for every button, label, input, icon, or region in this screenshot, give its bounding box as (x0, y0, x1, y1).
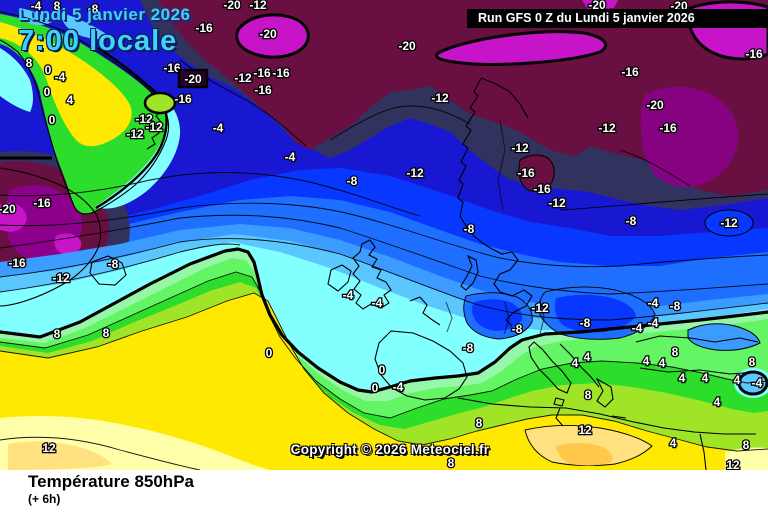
footer-bar: Température 850hPa (+ 6h) -34-32-30-28-2… (0, 470, 768, 512)
temp-label: 4 (679, 371, 686, 385)
temp-label: -4 (213, 121, 224, 135)
temp-label: -4 (393, 380, 404, 394)
temp-label: -12 (720, 216, 738, 230)
temp-label: -4 (31, 0, 42, 13)
temp-label: -4 (343, 288, 354, 302)
temp-label: -16 (517, 166, 535, 180)
temp-label: 4 (659, 356, 666, 370)
temp-label: 4 (643, 354, 650, 368)
temp-label: -12 (531, 301, 549, 315)
temp-label: 4 (702, 371, 709, 385)
temp-label: 8 (476, 416, 483, 430)
temp-label: 4 (734, 373, 741, 387)
temp-label: -12 (598, 121, 616, 135)
temp-label: -16 (533, 182, 551, 196)
temp-label: 8 (749, 355, 756, 369)
temp-label: -8 (580, 316, 591, 330)
temp-label: -8 (626, 214, 637, 228)
temp-label: 0 (266, 346, 273, 360)
temp-label: -16 (33, 196, 51, 210)
temp-label: -16 (621, 65, 639, 79)
temp-label: 4 (584, 350, 591, 364)
temp-label: 4 (67, 93, 74, 107)
temp-label: 4 (714, 395, 721, 409)
temp-label: -8 (88, 2, 99, 16)
temp-label: 8 (448, 456, 455, 470)
temp-label: -12 (234, 71, 252, 85)
temp-label: 0 (44, 85, 51, 99)
weather-map: -4 8 -8 -20 -12 -16 -20 -20 -20 8 0 -4 0 4 0 -16 -20 -16-… (0, 0, 768, 470)
temp-label: -20 (223, 0, 241, 12)
temp-label: -12 (52, 271, 70, 285)
temp-label: -20 (398, 39, 416, 53)
temp-label: -12 (431, 91, 449, 105)
temp-label: -16 (195, 21, 213, 35)
temp-label: 12 (42, 441, 56, 455)
temp-label: -20 (646, 98, 664, 112)
temp-label: 8 (54, 0, 61, 13)
map-forecast-hour: (+ 6h) (28, 492, 61, 506)
temp-label: 8 (103, 326, 110, 340)
temp-label: 0 (372, 381, 379, 395)
temp-label: 8 (54, 327, 61, 341)
temp-label: -16 (254, 83, 272, 97)
temp-label: 8 (585, 388, 592, 402)
temp-label: -12 (249, 0, 267, 12)
temp-label: -16 (174, 92, 192, 106)
temp-label: -8 (347, 174, 358, 188)
temp-label: -8 (512, 322, 523, 336)
temp-label: -16 (659, 121, 677, 135)
time-label: 7:00 locale (18, 25, 178, 57)
boxed-label-frame (177, 68, 209, 89)
temp-label: -20 (259, 27, 277, 41)
temp-label: -4 (55, 70, 66, 84)
temp-label: -4 (648, 316, 659, 330)
temp-label: -16 (163, 61, 181, 75)
temp-label: -12 (548, 196, 566, 210)
temp-label: -16 (253, 66, 271, 80)
temp-label: 0 (379, 363, 386, 377)
temp-label: -12 (511, 141, 529, 155)
map-title: Température 850hPa (28, 472, 194, 491)
temp-label: -16 (8, 256, 26, 270)
coastlines (0, 77, 759, 470)
temp-label: -16 (745, 47, 763, 61)
temp-label: 8 (672, 345, 679, 359)
temp-label: -16 (272, 66, 290, 80)
temp-label: -8 (670, 299, 681, 313)
contour-lines (0, 59, 768, 470)
temp-label: -20 (184, 72, 202, 86)
temp-label: -12 (135, 112, 153, 126)
model-run-label: Run GFS 0 Z du Lundi 5 janvier 2026 (467, 9, 768, 28)
temp-label: 8 (26, 56, 33, 70)
temp-label: -8 (463, 341, 474, 355)
temp-label: 4 (670, 436, 677, 450)
temp-label: -12 (406, 166, 424, 180)
temp-label: -8 (464, 222, 475, 236)
temp-label: -4 (372, 296, 383, 310)
date-label: Lundi 5 janvier 2026 (18, 5, 191, 24)
temp-label: 12 (578, 423, 592, 437)
temp-label: -4 (752, 376, 763, 390)
temp-label: 4 (572, 356, 579, 370)
temp-label: 12 (726, 458, 740, 470)
temp-label: -20 (0, 202, 16, 216)
temp-label: 0 (45, 63, 52, 77)
temp-label: 8 (743, 438, 750, 452)
temp-label: -12 (126, 127, 144, 141)
copyright-label: Copyright © 2026 Meteociel.fr (290, 442, 490, 457)
temp-label: -4 (648, 296, 659, 310)
temp-label: 0 (49, 113, 56, 127)
temp-label: -4 (632, 321, 643, 335)
temp-label: -4 (285, 150, 296, 164)
temp-label: -12 (145, 120, 163, 134)
temp-label: -8 (108, 257, 119, 271)
zero-degree-contour (0, 247, 768, 394)
temperature-labels: -4 8 -8 -20 -12-16 -20-20 -208 0 -4040-16-20-16-… (0, 0, 764, 470)
